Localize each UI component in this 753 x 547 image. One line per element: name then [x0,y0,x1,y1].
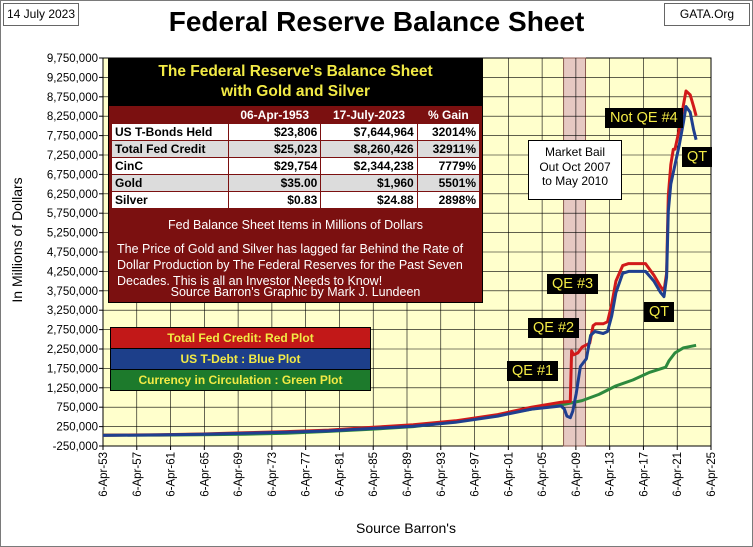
cell-2023: $8,260,426 [320,140,418,158]
x-tick-label: 6-Apr-97 [470,452,482,497]
x-tick-label: 6-Apr-73 [267,452,279,497]
table-header-row: 06-Apr-1953 17-July-2023 % Gain [111,106,481,124]
x-tick-label: 6-Apr-17 [638,452,650,497]
bail-line: to May 2010 [541,174,609,188]
cell-1953: $23,806 [227,123,322,141]
row-label: CinC [111,157,229,175]
y-tick-label: 6,750,000 [47,169,98,181]
row-label: Total Fed Credit [111,140,229,158]
column-header [111,106,229,124]
x-tick-label: 6-Apr-53 [98,452,110,497]
info-title-line2: with Gold and Silver [221,83,370,100]
y-tick-label: 1,750,000 [47,363,98,375]
x-tick-label: 6-Apr-85 [368,452,380,497]
units-note: Fed Balance Sheet Items in Millions of D… [168,218,423,232]
table-row: Gold $35.00 $1,960 5501% [111,174,481,192]
y-tick-label: 7,750,000 [47,131,98,143]
y-tick-label: 250,000 [56,422,98,434]
row-label: US T-Bonds Held [111,123,229,141]
series-line-us-t-debt [102,105,698,437]
cell-2023: $1,960 [320,174,418,192]
x-tick-label: 6-Apr-93 [436,452,448,497]
cell-gain: 7779% [416,157,481,175]
cell-gain: 32911% [416,140,481,158]
info-panel-header: The Federal Reserve's Balance Sheet with… [109,59,482,106]
column-header: 06-Apr-1953 [227,106,322,124]
y-tick-label: 750,000 [56,402,98,414]
y-tick-label: 1,250,000 [47,383,98,395]
x-tick-label: 6-Apr-65 [199,452,211,497]
cell-gain: 5501% [416,174,481,192]
x-tick-label: 6-Apr-77 [301,452,313,497]
qe1-label: QE #1 [507,361,559,381]
x-tick-label: 6-Apr-61 [166,452,178,497]
column-header: % Gain [416,106,481,124]
y-tick-label: 5,250,000 [47,228,98,240]
source-label: GATA.Org [664,3,750,26]
x-tick-label: 6-Apr-13 [605,452,617,497]
bail-line: Market Bail [544,145,606,159]
y-tick-label: -250,000 [53,441,98,453]
column-header: 17-July-2023 [320,106,418,124]
y-tick-label: 4,750,000 [47,247,98,259]
info-body-text: The Price of Gold and Silver has lagged … [117,242,464,288]
cell-2023: $24.88 [320,191,418,209]
cell-gain: 2898% [416,191,481,209]
y-axis-label: In Millions of Dollars [9,177,25,302]
info-panel: The Federal Reserve's Balance Sheet with… [108,58,483,303]
y-tick-label: 3,250,000 [47,305,98,317]
legend-t-debt: US T-Debt : Blue Plot [110,348,371,370]
cell-2023: $7,644,964 [320,123,418,141]
y-tick-label: 9,250,000 [47,72,98,84]
x-tick-label: 6-Apr-01 [503,452,515,497]
qt-label-2022: QT [682,147,713,167]
y-tick-label: 8,750,000 [47,92,98,104]
cell-1953: $35.00 [227,174,322,192]
cell-1953: $0.83 [227,191,322,209]
table-row: US T-Bonds Held $23,806 $7,644,964 32014… [111,123,481,141]
x-tick-label: 6-Apr-89 [402,452,414,497]
y-tick-label: 2,250,000 [47,344,98,356]
x-axis-label: Source Barron's [356,520,456,536]
not-qe4-label: Not QE #4 [605,108,683,128]
cell-2023: $2,344,238 [320,157,418,175]
table-row: Total Fed Credit $25,023 $8,260,426 3291… [111,140,481,158]
legend-fed-credit: Total Fed Credit: Red Plot [110,327,371,349]
qt-label-2019: QT [644,302,675,322]
y-tick-label: 6,250,000 [47,189,98,201]
x-tick-label: 6-Apr-57 [132,452,144,497]
chart-title: Federal Reserve Balance Sheet [168,6,585,37]
row-label: Gold [111,174,229,192]
y-tick-label: 9,750,000 [47,53,98,65]
y-tick-label: 8,250,000 [47,111,98,123]
source-credit: Source Barron's Graphic by Mark J. Lunde… [170,285,421,299]
cell-1953: $29,754 [227,157,322,175]
cell-gain: 32014% [416,123,481,141]
table-row: Silver $0.83 $24.88 2898% [111,191,481,209]
x-tick-label: 6-Apr-05 [537,452,549,497]
market-bail-note: Market Bail Out Oct 2007 to May 2010 [528,140,622,200]
date-label: 14 July 2023 [3,3,79,26]
x-tick-label: 6-Apr-09 [571,452,583,497]
row-label: Silver [111,191,229,209]
qe2-label: QE #2 [528,318,580,338]
legend-currency: Currency in Circulation : Green Plot [110,369,371,391]
x-tick-label: 6-Apr-25 [706,452,718,497]
x-tick-label: 6-Apr-21 [672,452,684,497]
x-tick-label: 6-Apr-69 [233,452,245,497]
info-title-line1: The Federal Reserve's Balance Sheet [158,63,433,80]
y-tick-label: 3,750,000 [47,286,98,298]
y-tick-label: 4,250,000 [47,266,98,278]
cell-1953: $25,023 [227,140,322,158]
y-tick-label: 2,750,000 [47,325,98,337]
bail-line: Out Oct 2007 [539,159,611,174]
x-tick-label: 6-Apr-81 [334,452,346,497]
y-tick-label: 7,250,000 [47,150,98,162]
table-row: CinC $29,754 $2,344,238 7779% [111,157,481,175]
y-tick-label: 5,750,000 [47,208,98,220]
qe3-label: QE #3 [547,274,599,294]
gain-table: 06-Apr-1953 17-July-2023 % Gain US T-Bon… [111,106,481,209]
